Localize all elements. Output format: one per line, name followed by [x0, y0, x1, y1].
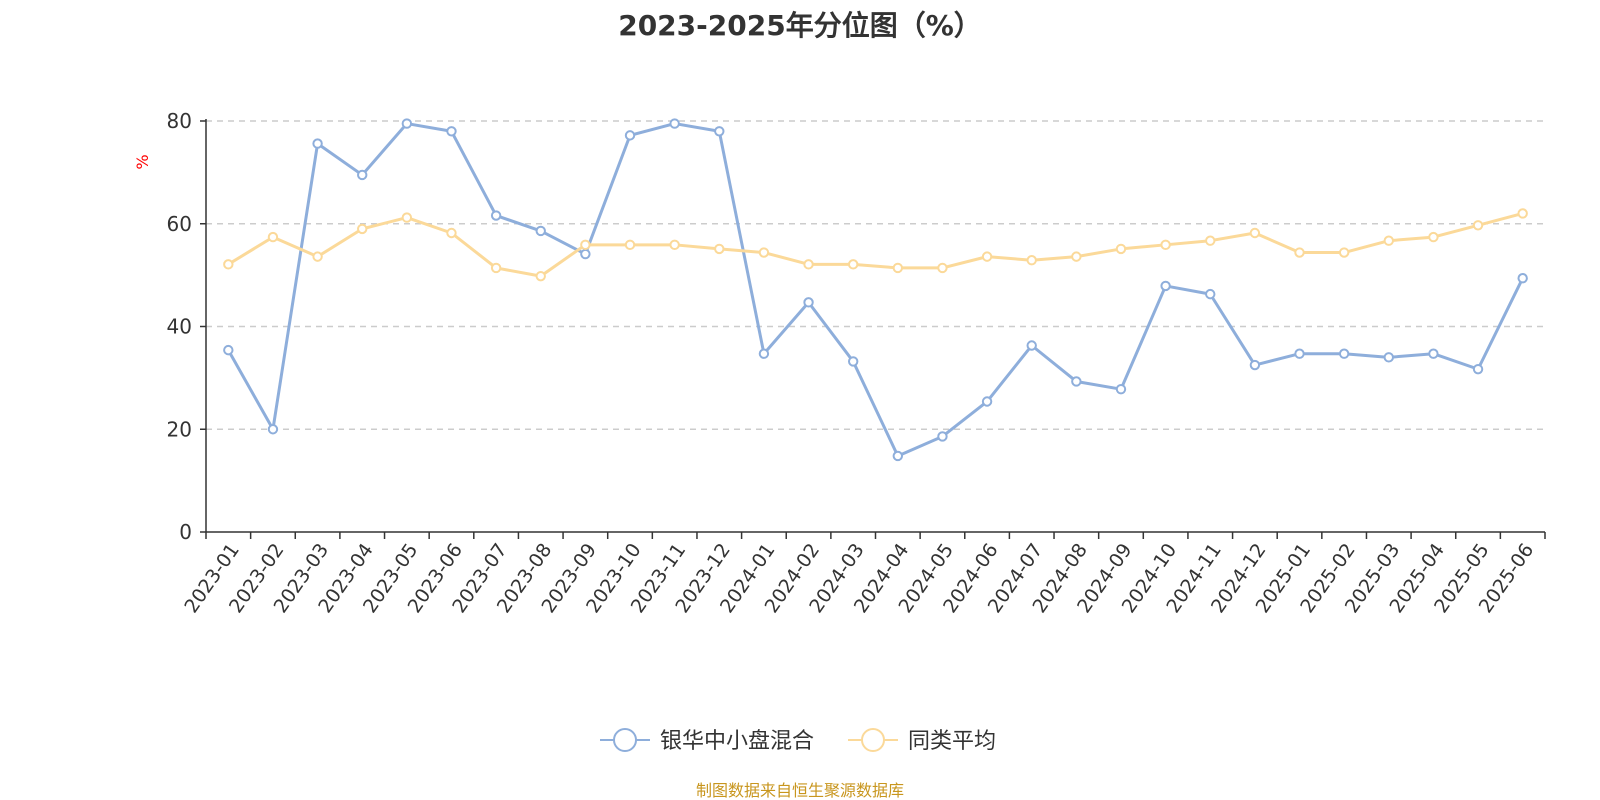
data-point[interactable] [223, 344, 234, 356]
y-tick-label: 0 [179, 520, 192, 544]
data-point[interactable] [490, 210, 502, 221]
y-tick-label: 60 [167, 212, 192, 236]
data-point[interactable] [490, 262, 502, 274]
data-point[interactable] [624, 239, 636, 251]
data-point[interactable] [535, 225, 546, 237]
data-point[interactable] [847, 259, 859, 270]
data-point[interactable] [1071, 251, 1082, 262]
data-point[interactable] [1249, 227, 1261, 239]
data-point[interactable] [1071, 376, 1082, 387]
data-point[interactable] [847, 356, 859, 367]
data-point[interactable] [312, 138, 323, 149]
data-point[interactable] [267, 231, 279, 243]
data-point[interactable] [981, 251, 993, 262]
data-point[interactable] [803, 259, 814, 270]
data-point[interactable] [1026, 340, 1037, 351]
data-point[interactable] [1338, 348, 1350, 359]
data-point[interactable] [223, 259, 234, 270]
data-point[interactable] [758, 247, 770, 258]
data-point[interactable] [1294, 348, 1305, 359]
data-source-note: 制图数据来自恒生聚源数据库 [696, 781, 904, 800]
legend-item-1[interactable]: 银华中小盘混合 [600, 728, 814, 754]
data-point[interactable] [1160, 280, 1171, 292]
x-axis-ticks: 2023-012023-022023-032023-042023-052023-… [180, 532, 1546, 617]
data-point[interactable] [446, 126, 457, 137]
series-lines [223, 118, 1528, 462]
data-point[interactable] [1249, 359, 1261, 371]
data-point[interactable] [803, 297, 814, 308]
data-point[interactable] [624, 130, 636, 141]
data-point[interactable] [401, 212, 413, 223]
legend-swatch-marker [861, 728, 885, 752]
data-point[interactable] [1428, 348, 1439, 359]
legend-item-2[interactable]: 同类平均 [848, 728, 996, 754]
data-point[interactable] [714, 243, 725, 255]
grid-lines [206, 120, 1545, 430]
data-point[interactable] [1472, 220, 1484, 231]
legend[interactable]: 银华中小盘混合 同类平均 [600, 728, 996, 754]
data-point[interactable] [357, 223, 368, 235]
data-point[interactable] [892, 450, 904, 462]
data-point[interactable] [312, 251, 323, 262]
data-point[interactable] [1338, 247, 1350, 258]
data-point[interactable] [758, 348, 770, 359]
data-point[interactable] [580, 239, 591, 251]
data-point[interactable] [1205, 235, 1216, 246]
data-point[interactable] [669, 118, 680, 129]
series-1 [223, 118, 1528, 462]
data-point[interactable] [669, 239, 680, 251]
data-point[interactable] [1294, 247, 1305, 258]
legend-label: 银华中小盘混合 [660, 729, 814, 754]
data-point[interactable] [446, 227, 457, 239]
data-point[interactable] [1383, 235, 1394, 246]
data-point[interactable] [535, 270, 546, 282]
data-point[interactable] [580, 248, 591, 260]
data-point[interactable] [1115, 243, 1127, 255]
data-point[interactable] [401, 118, 413, 129]
data-point[interactable] [1160, 239, 1171, 251]
data-point[interactable] [1115, 383, 1127, 395]
series-line [227, 122, 1525, 458]
data-point[interactable] [714, 126, 725, 137]
axes [205, 119, 1545, 533]
y-axis-unit-label: % [133, 154, 152, 169]
data-point[interactable] [1517, 208, 1528, 219]
data-point[interactable] [1472, 363, 1484, 375]
legend-label: 同类平均 [908, 729, 996, 754]
data-point[interactable] [1517, 273, 1528, 284]
data-point[interactable] [937, 262, 948, 274]
data-point[interactable] [1205, 288, 1216, 300]
y-tick-label: 20 [167, 417, 192, 441]
data-point[interactable] [1026, 255, 1037, 266]
data-point[interactable] [267, 424, 279, 435]
data-point[interactable] [1383, 352, 1394, 363]
data-point[interactable] [892, 262, 904, 274]
chart-title: 2023-2025年分位图（%） [618, 9, 982, 42]
series-2 [223, 208, 1528, 282]
data-point[interactable] [1428, 231, 1439, 243]
legend-swatch-marker [613, 728, 637, 752]
data-point[interactable] [357, 169, 368, 181]
y-tick-label: 40 [167, 315, 192, 339]
data-point[interactable] [937, 431, 948, 442]
data-point[interactable] [981, 396, 993, 407]
series-line [227, 212, 1524, 278]
y-axis-ticks: 0 20 40 60 80 [167, 109, 206, 544]
y-tick-label: 80 [167, 109, 192, 133]
